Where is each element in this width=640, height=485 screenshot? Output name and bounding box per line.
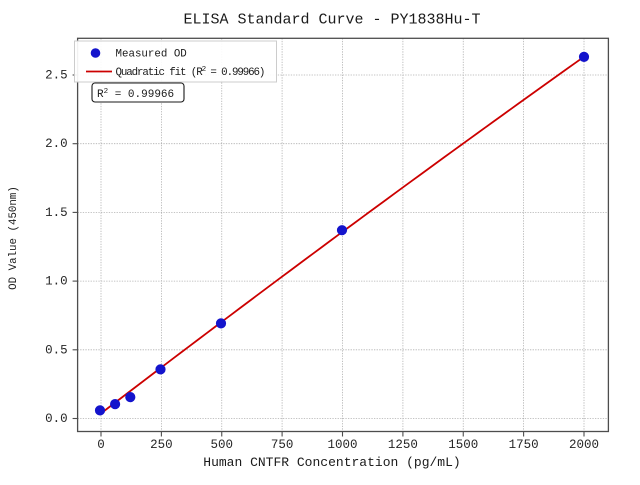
svg-text:1750: 1750 (509, 438, 539, 452)
svg-text:ELISA Standard Curve - PY1838H: ELISA Standard Curve - PY1838Hu-T (183, 12, 480, 29)
svg-text:2.5: 2.5 (45, 69, 68, 83)
svg-text:250: 250 (150, 438, 173, 452)
svg-text:500: 500 (210, 438, 233, 452)
svg-text:0: 0 (97, 438, 105, 452)
svg-text:OD Value (450nm): OD Value (450nm) (8, 186, 20, 290)
svg-text:2.0: 2.0 (45, 137, 68, 151)
svg-text:1000: 1000 (327, 438, 357, 452)
svg-text:750: 750 (271, 438, 294, 452)
svg-text:R2 = 0.99966: R2 = 0.99966 (97, 88, 174, 101)
svg-text:Measured OD: Measured OD (116, 49, 187, 61)
svg-text:Quadratic fit (R2 = 0.99966): Quadratic fit (R2 = 0.99966) (116, 66, 265, 79)
svg-text:1.0: 1.0 (45, 275, 68, 289)
svg-text:1250: 1250 (388, 438, 418, 452)
svg-text:0.5: 0.5 (45, 343, 68, 357)
svg-text:Human CNTFR Concentration (pg/: Human CNTFR Concentration (pg/mL) (203, 455, 460, 470)
svg-text:2000: 2000 (569, 438, 599, 452)
svg-text:1500: 1500 (448, 438, 478, 452)
svg-text:0.0: 0.0 (45, 412, 68, 426)
svg-text:1.5: 1.5 (45, 206, 68, 220)
